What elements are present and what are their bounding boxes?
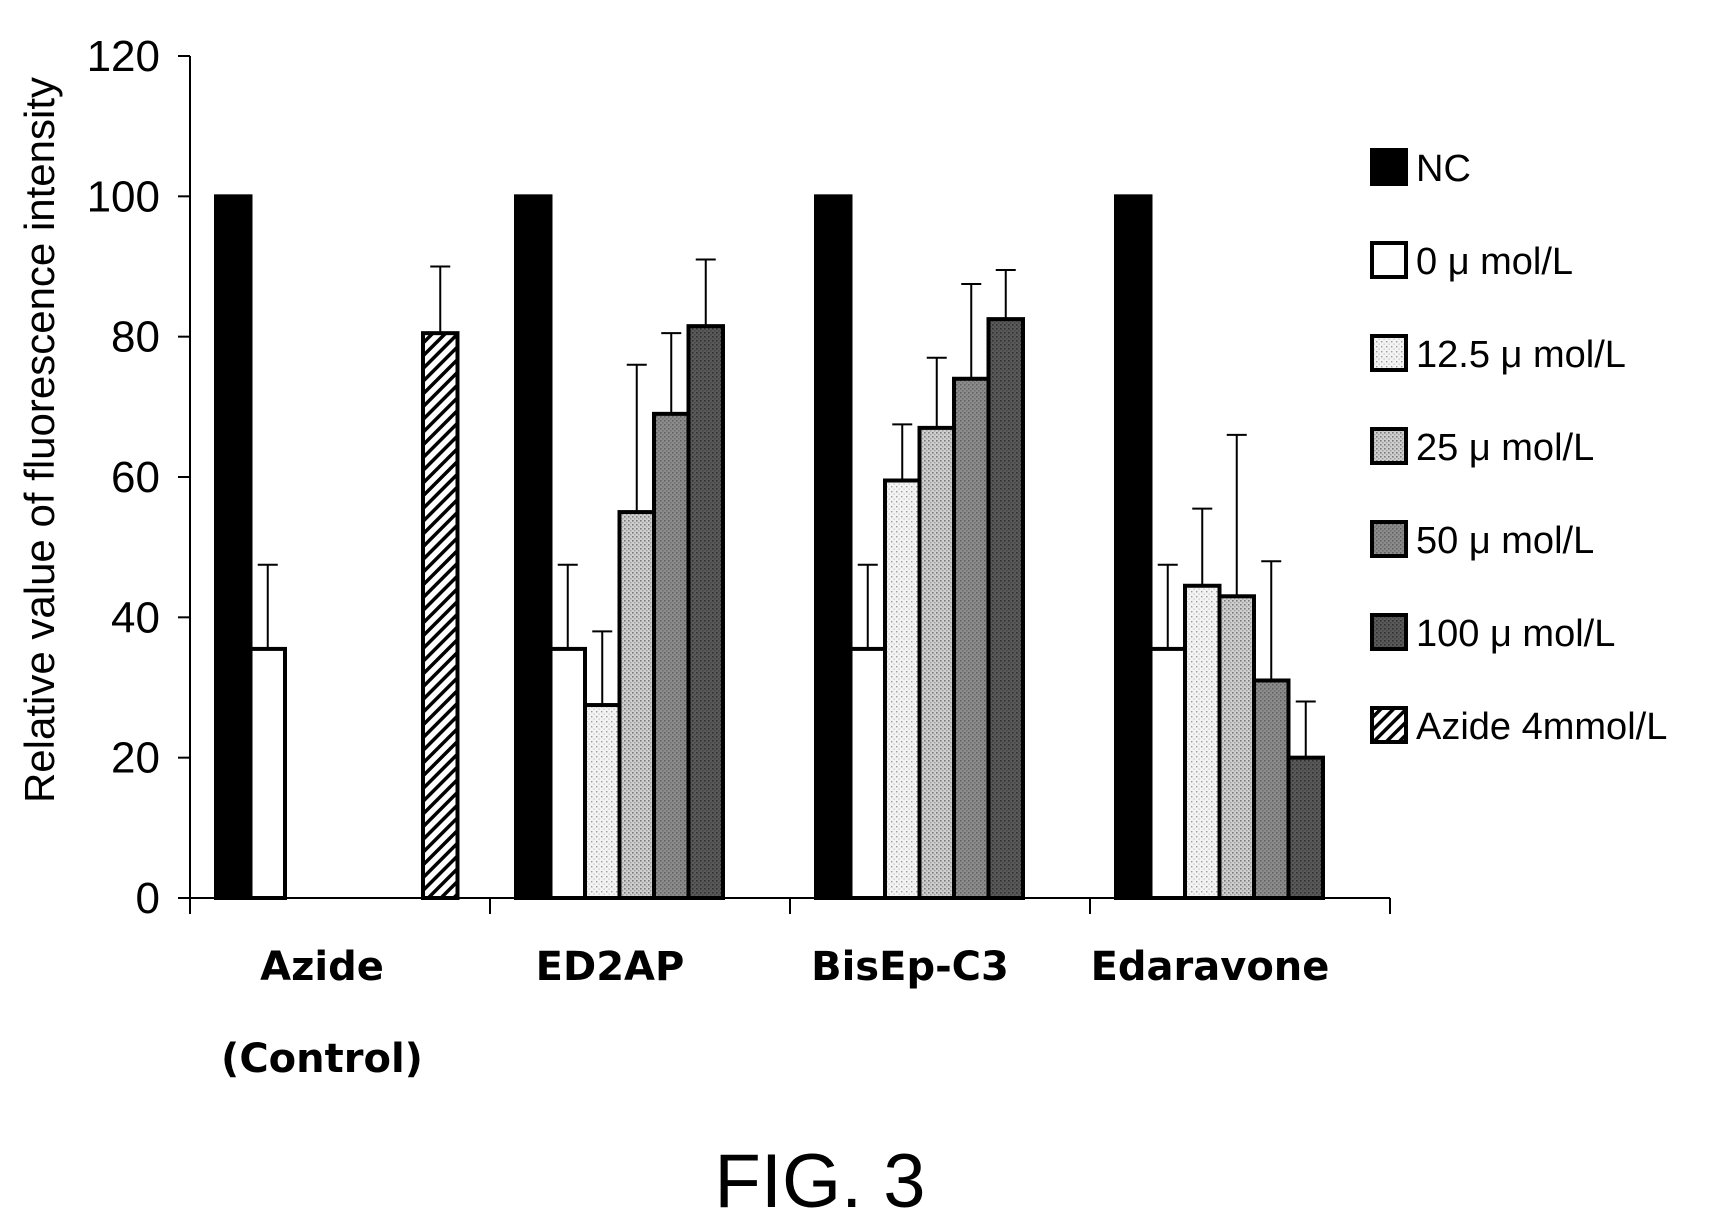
legend-swatch (1370, 520, 1408, 558)
bar (1217, 594, 1256, 900)
category-label: (Control) (221, 1036, 423, 1082)
legend-label: NC (1416, 148, 1471, 190)
category-labels: Azide (Control) ED2AP BisEp-C3 Edaravone (221, 944, 1329, 1082)
bar (848, 646, 887, 900)
bar (583, 703, 622, 901)
bar (548, 646, 587, 900)
category-label: ED2AP (536, 944, 685, 990)
y-tick-label: 0 (136, 874, 160, 923)
bar (1286, 755, 1325, 901)
bar (617, 510, 656, 900)
bar (883, 478, 922, 900)
legend-swatch (1370, 613, 1408, 651)
y-tick-label: 20 (111, 734, 160, 783)
bar (814, 194, 853, 901)
bar (1183, 583, 1222, 901)
legend-swatch (1370, 148, 1408, 186)
legend-label: Azide 4mmol/L (1416, 706, 1667, 748)
bar (917, 425, 956, 900)
bar (1148, 646, 1187, 900)
bar (421, 331, 460, 900)
y-tick-label: 60 (111, 453, 160, 502)
legend-label: 25 μ mol/L (1416, 427, 1594, 469)
legend-label: 0 μ mol/L (1416, 241, 1573, 283)
axes: 0 20 40 60 80 100 120 (87, 32, 1391, 923)
legend-swatch (1370, 706, 1408, 744)
legend-swatch (1370, 334, 1408, 372)
category-label: BisEp-C3 (811, 944, 1009, 990)
bar (214, 194, 253, 901)
legend-swatch (1370, 241, 1408, 279)
y-tick-label: 120 (87, 32, 160, 81)
bar (1252, 678, 1291, 900)
bar (986, 317, 1025, 900)
bar (514, 194, 553, 901)
bar (652, 411, 691, 900)
bar (1114, 194, 1153, 901)
category-label: Edaravone (1091, 944, 1330, 990)
legend-swatch (1370, 427, 1408, 465)
y-tick-label: 100 (87, 172, 160, 221)
y-axis-label: Relative value of fluorescence intensity (16, 77, 63, 803)
error-bars (257, 258, 1316, 758)
bar (248, 646, 287, 900)
legend-label: 100 μ mol/L (1416, 613, 1615, 655)
legend: NC 0 μ mol/L 12.5 μ mol/L 25 μ mol/L 50 μ mo… (1370, 148, 1667, 748)
bar (686, 324, 725, 900)
y-tick-label: 80 (111, 313, 160, 362)
bar (952, 376, 991, 900)
bars (214, 194, 1325, 901)
y-tick-label: 40 (111, 593, 160, 642)
category-label: Azide (260, 944, 384, 990)
figure-caption: FIG. 3 (714, 1139, 925, 1219)
legend-label: 12.5 μ mol/L (1416, 334, 1626, 376)
legend-label: 50 μ mol/L (1416, 520, 1594, 562)
